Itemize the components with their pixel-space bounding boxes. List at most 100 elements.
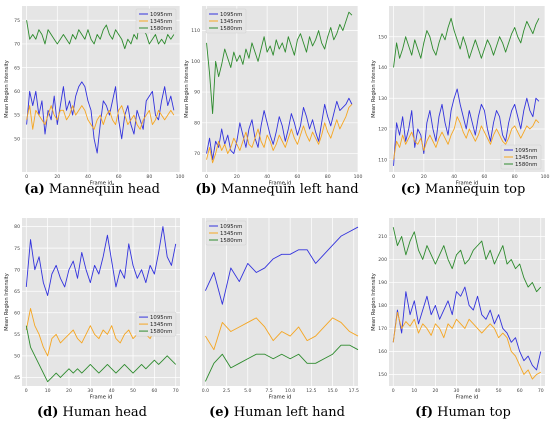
plot-area (389, 218, 545, 386)
x-tick-label: 40 (264, 174, 270, 180)
x-tick-label: 0 (25, 174, 28, 180)
chart-panel-3: 0 20 40 60 80 100 110 120 130 140 150 Frame id Mean … (371, 6, 549, 197)
x-tick-label: 30 (454, 388, 460, 394)
x-tick-label: 30 (87, 388, 93, 394)
legend-entry: 1345nm (150, 19, 172, 25)
legend-box (500, 144, 542, 170)
y-tick-label: 65 (14, 65, 20, 71)
x-tick-label: 10.0 (285, 388, 295, 394)
y-tick-label: 75 (14, 246, 20, 252)
x-tick-label: 12.5 (306, 388, 316, 394)
legend-entry: 1580nm (220, 26, 242, 32)
caption-letter: (c) (401, 182, 421, 197)
y-tick-label: 80 (194, 120, 200, 126)
y-tick-label: 65 (14, 289, 20, 295)
y-tick-label: 130 (378, 96, 387, 102)
x-tick-label: 0.0 (202, 388, 209, 394)
y-tick-label: 110 (378, 157, 387, 163)
y-tick-label: 110 (191, 28, 200, 34)
legend-entry: 1095nm (220, 224, 242, 230)
y-tick-label: 60 (14, 310, 20, 316)
x-tick-label: 50 (130, 388, 136, 394)
series-line-1095nm (25, 226, 177, 296)
y-tick-label: 160 (378, 349, 387, 355)
series-line-1580nm (25, 325, 177, 383)
caption-text: Mannequin top (421, 182, 525, 197)
legend-box (205, 220, 247, 246)
y-tick-label: 190 (378, 280, 387, 286)
legend-box (205, 8, 247, 34)
x-tick-label: 50 (496, 388, 502, 394)
legend-entry: 1095nm (150, 315, 172, 321)
y-axis-label: Mean Region Intensity (371, 60, 377, 118)
x-tick-label: 80 (512, 174, 518, 180)
caption-text: Human left hand (230, 405, 345, 420)
y-tick-label: 50 (14, 136, 20, 142)
x-tick-label: 20 (234, 174, 240, 180)
legend-box (135, 311, 177, 337)
y-tick-label: 180 (378, 303, 387, 309)
x-tick-label: 10 (411, 388, 417, 394)
y-tick-label: 90 (194, 90, 200, 96)
chart-panel-4: 0 10 20 30 40 50 60 70 45 50 55 60 65 70 75 80 Frame id M… (4, 218, 180, 420)
legend-entry: 1095nm (220, 12, 242, 18)
subfigure-caption: (a) Mannequin head (24, 182, 160, 197)
subfigure-caption: (d) Human head (37, 405, 147, 420)
y-tick-label: 70 (14, 42, 20, 48)
caption-text: Mannequin left hand (217, 182, 359, 197)
subfigure-caption: (f) Human top (415, 405, 511, 420)
chart-panel-6: 0 10 20 30 40 50 60 70 150 160 170 180 190 200 210 Fram… (371, 218, 545, 420)
legend-entry: 1095nm (150, 12, 172, 18)
x-tick-label: 100 (541, 174, 550, 180)
x-tick-label: 40 (475, 388, 481, 394)
chart-panel-2: 0 20 40 60 80 100 70 80 90 100 110 Frame id Mean Reg… (184, 6, 362, 197)
x-tick-label: 40 (109, 388, 115, 394)
y-tick-label: 100 (191, 59, 200, 65)
x-tick-label: 80 (325, 174, 331, 180)
x-tick-label: 40 (85, 174, 91, 180)
series-line-1580nm (392, 227, 542, 293)
x-tick-label: 70 (173, 388, 179, 394)
y-tick-label: 45 (14, 375, 20, 381)
x-axis-label: Frame id (456, 181, 479, 187)
x-axis-label: Frame id (456, 395, 479, 401)
y-tick-label: 150 (378, 372, 387, 378)
caption-text: Human top (433, 405, 511, 420)
x-tick-label: 0 (392, 174, 395, 180)
y-tick-label: 55 (14, 332, 20, 338)
x-tick-label: 40 (451, 174, 457, 180)
series-line-1345nm (393, 116, 540, 160)
series-line-1580nm (26, 15, 175, 50)
series-line-1095nm (206, 97, 353, 161)
y-axis-label: Mean Region Intensity (371, 273, 377, 331)
series-line-1345nm (205, 317, 359, 351)
legend-entry: 1345nm (220, 231, 242, 237)
y-axis-label: Mean Region Intensity (184, 60, 190, 118)
y-axis-label: Mean Region Intensity (4, 273, 10, 331)
plot-area (22, 6, 180, 172)
x-tick-label: 20 (54, 174, 60, 180)
y-tick-label: 70 (194, 151, 200, 157)
y-tick-label: 70 (14, 267, 20, 273)
y-tick-label: 140 (378, 65, 387, 71)
x-tick-label: 5.0 (244, 388, 251, 394)
x-tick-label: 70 (538, 388, 544, 394)
caption-letter: (b) (195, 182, 216, 197)
x-tick-label: 100 (176, 174, 185, 180)
caption-letter: (e) (209, 405, 230, 420)
caption-letter: (d) (37, 405, 58, 420)
x-tick-label: 15.0 (327, 388, 337, 394)
legend-entry: 1580nm (220, 238, 242, 244)
x-axis-label: Frame id (90, 395, 113, 401)
caption-text: Human head (58, 405, 147, 420)
x-tick-label: 80 (146, 174, 152, 180)
series-line-1095nm (393, 88, 540, 166)
x-tick-label: 20 (432, 388, 438, 394)
series-line-1580nm (204, 344, 359, 382)
x-tick-label: 60 (294, 174, 300, 180)
y-tick-label: 55 (14, 113, 20, 119)
